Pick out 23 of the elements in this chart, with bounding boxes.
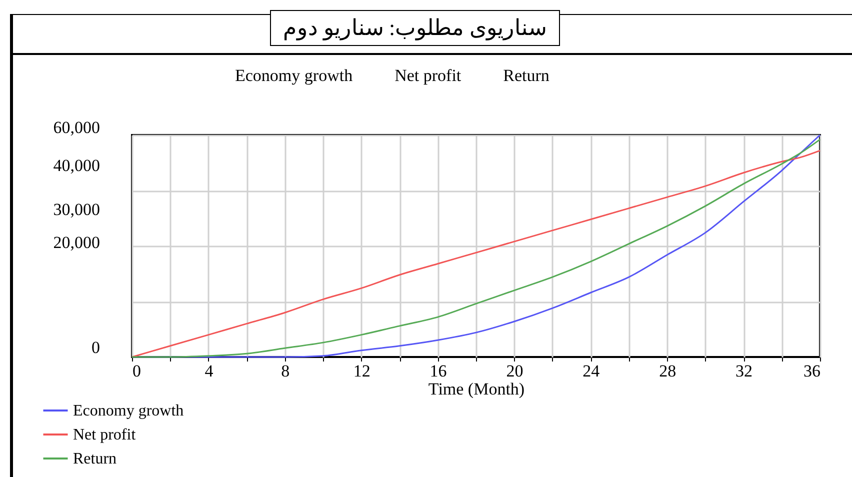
legend-label: Net profit [73,426,136,444]
text: 20,000 [52,233,100,253]
text: 30,000 [52,200,100,220]
x-tick-label: 4 [204,362,214,380]
x-tick-label: 32 [736,362,753,380]
text: 40,000 [52,156,100,176]
x-tick-label: 24 [582,362,600,380]
x-axis-title: Time (Month) [428,380,525,398]
chart-title: سناریوی مطلوب: سناریو دوم [270,10,560,46]
legend-label: Return [73,450,117,468]
legend-label: Economy growth [73,402,184,420]
x-tick-label: 28 [659,362,676,380]
x-tick-label: 8 [281,362,290,380]
text: Return [503,66,550,85]
x-tick-label: 36 [804,362,820,380]
text: 0 [90,338,100,358]
text: Economy growth [235,66,353,85]
text: Net profit [394,66,462,85]
x-tick-label: 16 [430,362,447,380]
text: 60,000 [52,118,100,138]
x-tick-label: 20 [506,362,524,380]
x-tick-label: 12 [353,362,370,380]
x-tick-label: 0 [132,362,141,380]
